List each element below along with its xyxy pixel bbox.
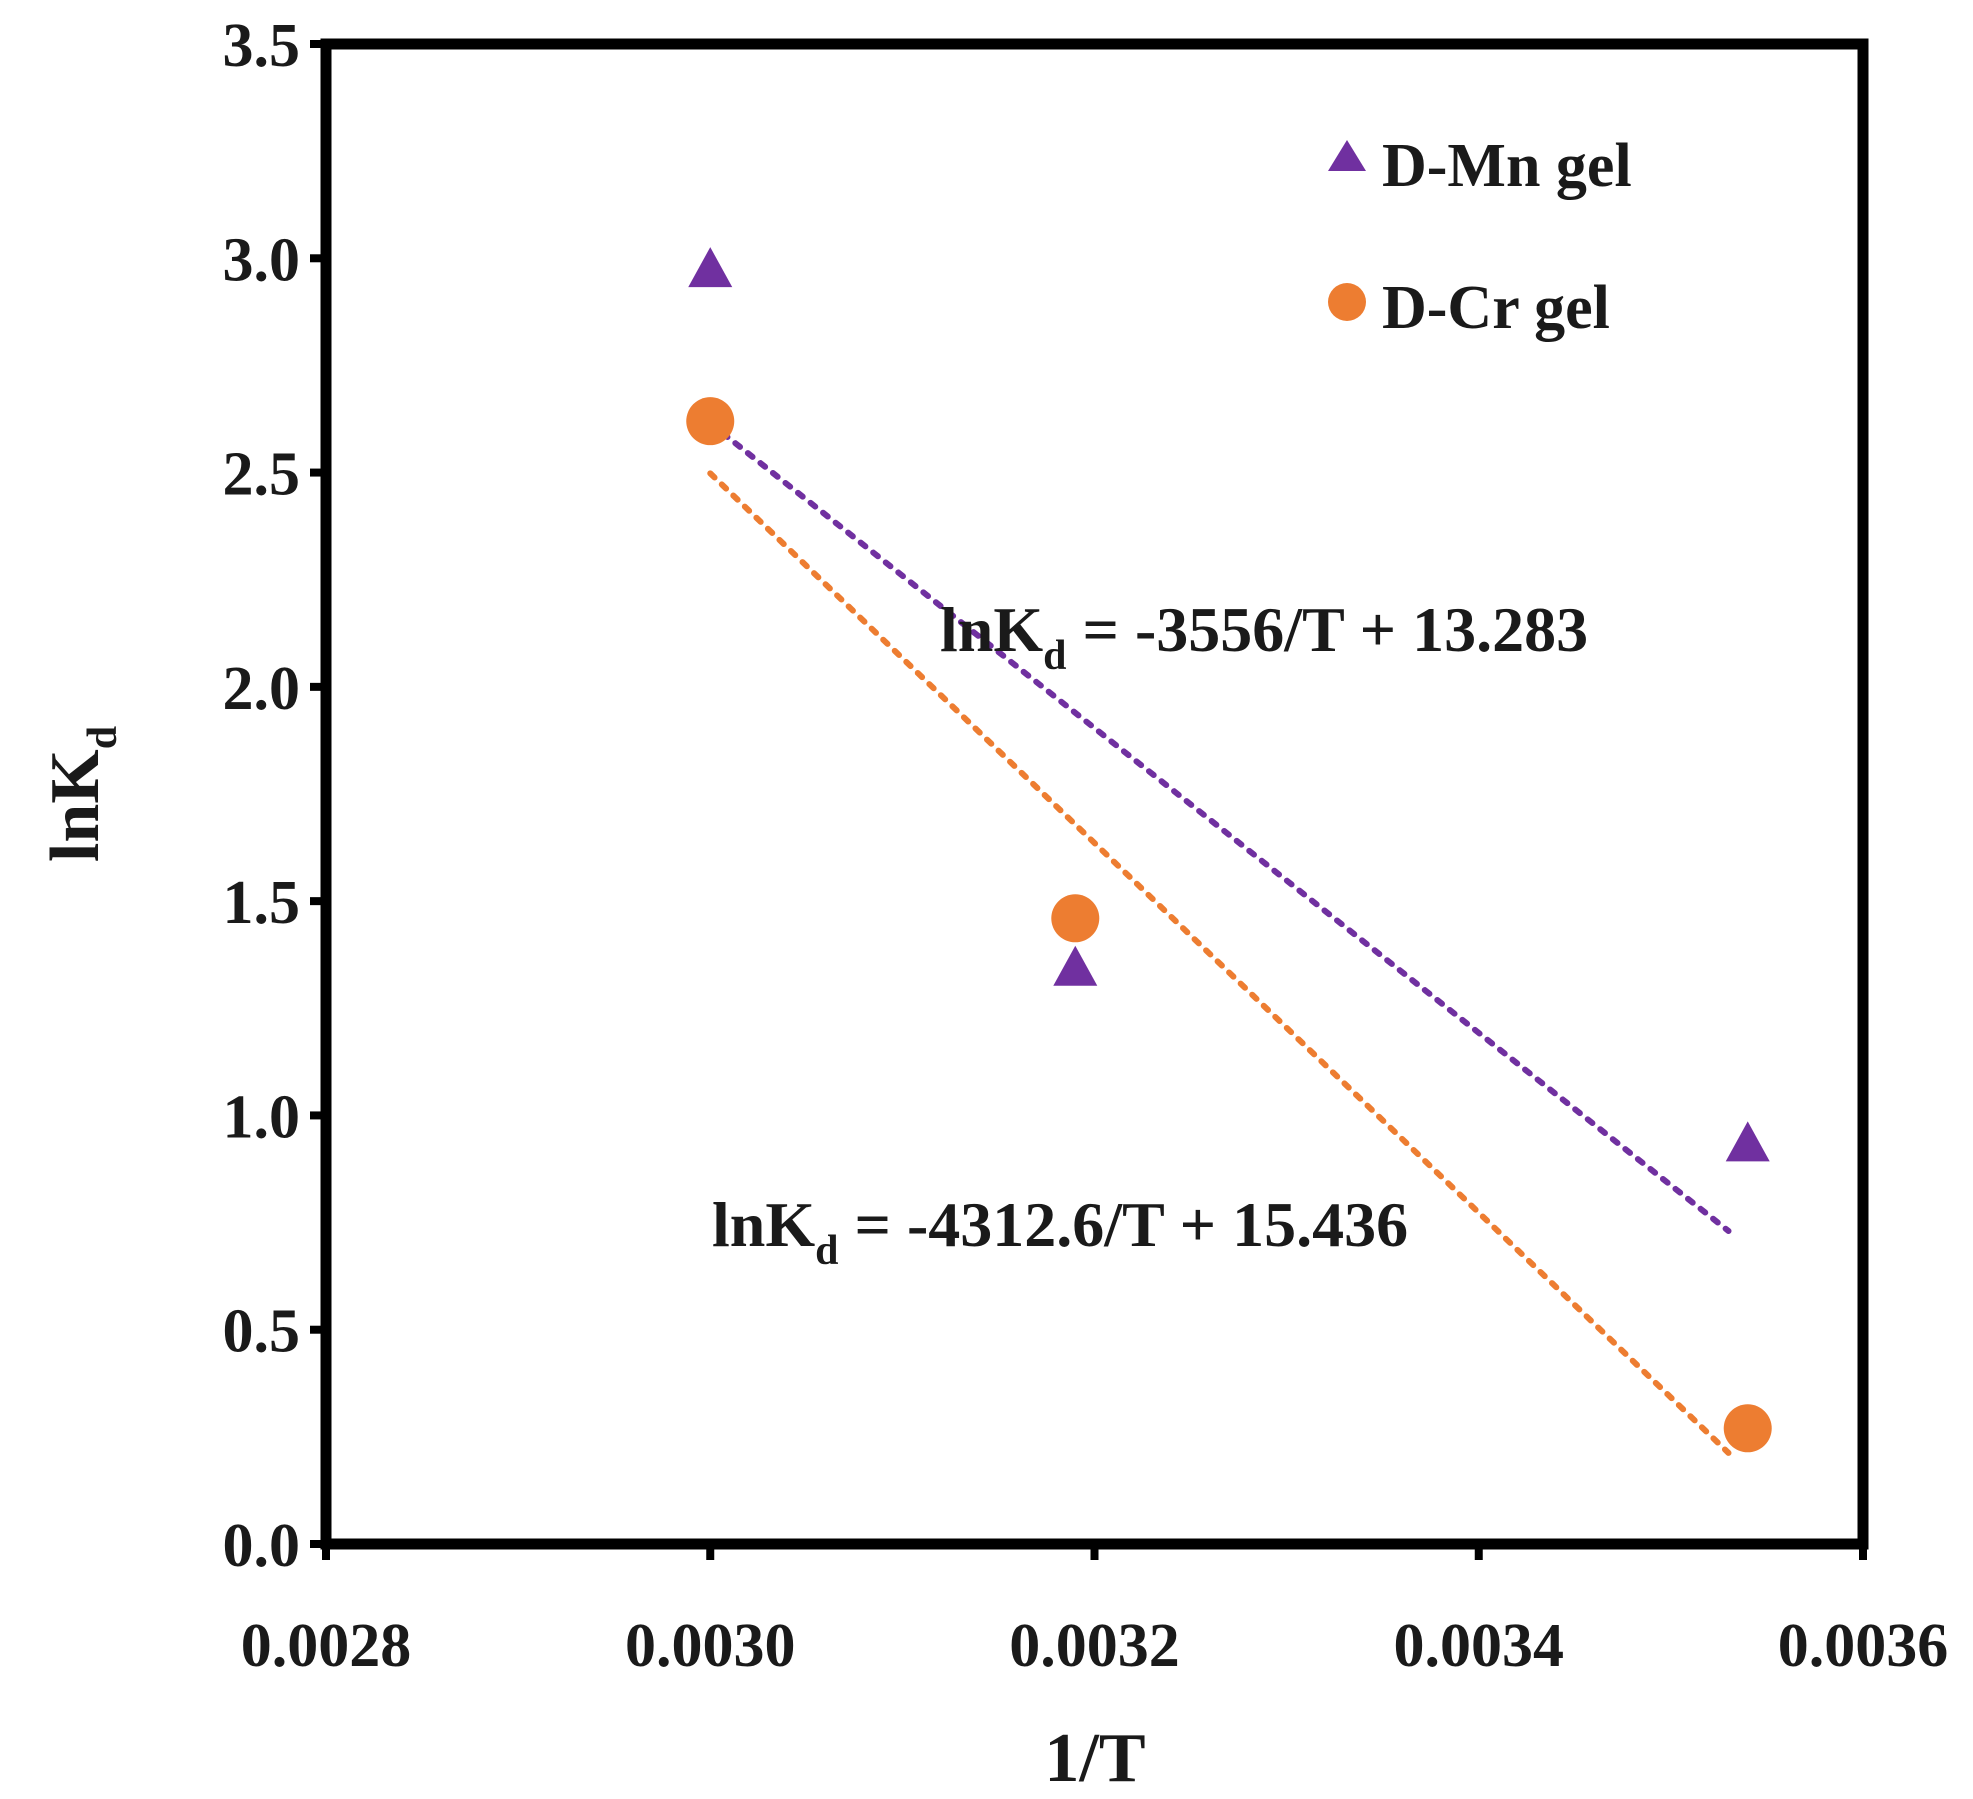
y-tick-label: 2.0 xyxy=(223,655,301,723)
y-tick-label: 2.5 xyxy=(223,441,301,509)
data-point-cr xyxy=(1723,1404,1772,1453)
y-tick-label: 1.5 xyxy=(223,869,301,937)
data-point-mn xyxy=(688,247,733,288)
x-tick-label: 0.0028 xyxy=(241,1612,412,1680)
y-tick-label: 0.0 xyxy=(223,1512,301,1580)
data-point-mn xyxy=(1053,945,1098,986)
legend-label-mn: D-Mn gel xyxy=(1382,132,1632,200)
data-point-mn xyxy=(1725,1121,1770,1162)
y-axis-title: lnKd xyxy=(37,726,126,862)
data-point-cr xyxy=(686,397,735,446)
x-axis-title: 1/T xyxy=(1044,1720,1145,1797)
data-point-cr xyxy=(1051,894,1100,943)
x-tick-label: 0.0030 xyxy=(625,1612,796,1680)
y-tick-label: 0.5 xyxy=(223,1298,301,1366)
legend-marker-cr xyxy=(1328,283,1366,321)
x-tick-label: 0.0032 xyxy=(1009,1612,1180,1680)
x-tick-label: 0.0036 xyxy=(1778,1612,1949,1680)
trendline-cr xyxy=(707,470,1732,1456)
legend-marker-mn xyxy=(1328,140,1366,171)
plot-area xyxy=(320,38,1869,1550)
equation-label-mn: lnKd = -3556/T + 13.283 xyxy=(940,594,1588,679)
y-tick-label: 3.0 xyxy=(223,226,301,294)
x-axis-ticks: 0.0028 0.0030 0.0032 0.0034 0.0036 xyxy=(241,1544,1949,1680)
y-axis-ticks: 0.0 0.5 1.0 1.5 2.0 2.5 3.0 3.5 xyxy=(223,12,326,1580)
x-tick-label: 0.0034 xyxy=(1394,1612,1565,1680)
y-tick-label: 1.0 xyxy=(223,1083,301,1151)
trendline-mn xyxy=(707,420,1732,1235)
data-markers xyxy=(686,247,1772,1453)
equation-label-cr: lnKd = -4312.6/T + 15.436 xyxy=(712,1189,1408,1274)
y-tick-label: 3.5 xyxy=(223,12,301,80)
legend-label-cr: D-Cr gel xyxy=(1382,274,1610,342)
trendlines xyxy=(707,420,1732,1456)
legend: D-Mn gel D-Cr gel xyxy=(1328,132,1632,342)
